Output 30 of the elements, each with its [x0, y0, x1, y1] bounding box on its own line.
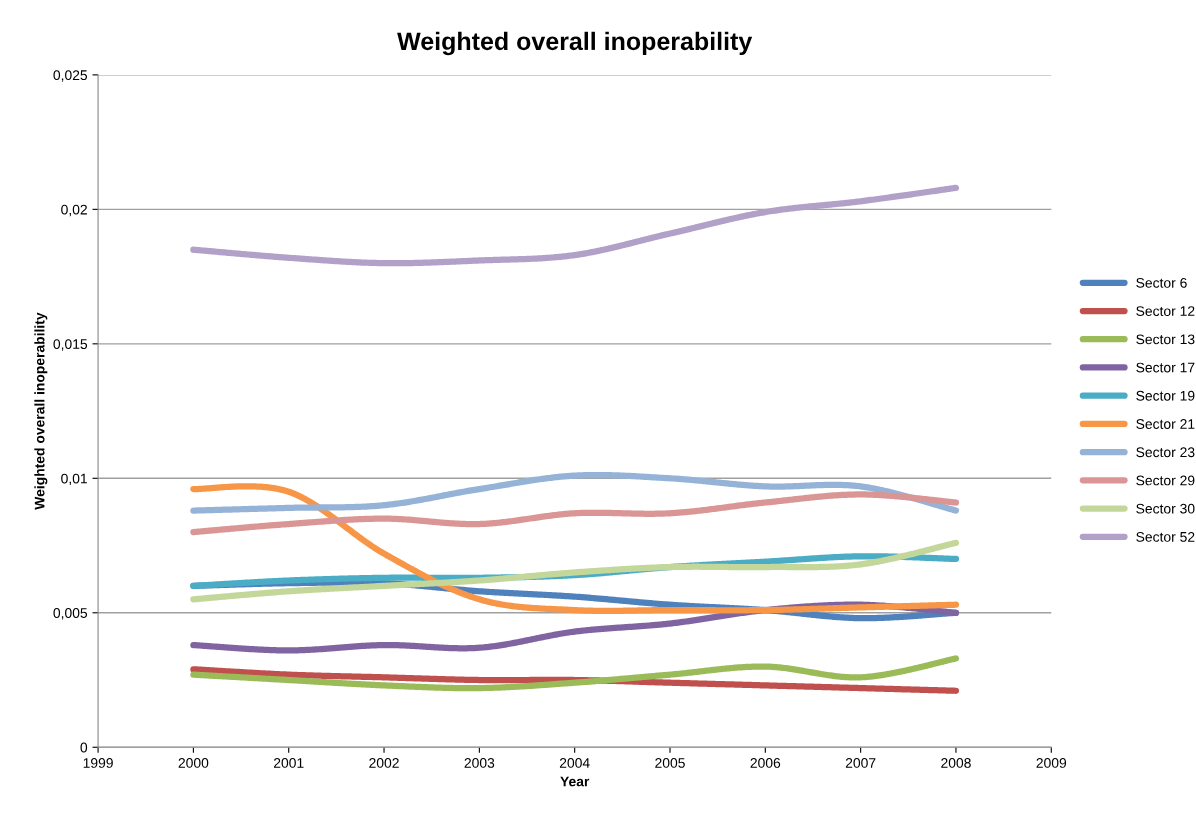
x-tick-label: 2007: [845, 758, 876, 768]
y-tick-label: 0,025: [53, 70, 88, 82]
x-tick-label: 2002: [369, 758, 399, 768]
chart-title: Weighted overall inoperability: [397, 31, 753, 56]
legend-label: Sector 21: [1136, 419, 1195, 429]
x-tick-label: 2006: [750, 758, 781, 768]
x-axis-title: Year: [560, 776, 590, 787]
legend-label: Sector 29: [1136, 475, 1195, 486]
x-tick-label: 1999: [83, 758, 113, 768]
legend-label: Sector 12: [1136, 306, 1195, 317]
x-tick-label: 2009: [1036, 758, 1067, 768]
y-tick-label: 0,01: [61, 473, 87, 486]
y-tick-label: 0,015: [53, 339, 88, 351]
legend-label: Sector 6: [1136, 277, 1187, 288]
legend-label: Sector 13: [1136, 334, 1195, 345]
x-tick-label: 2001: [273, 758, 304, 768]
y-tick-label: 0: [80, 742, 88, 753]
legend-label: Sector 19: [1136, 390, 1195, 401]
legend-label: Sector 17: [1136, 362, 1195, 373]
y-axis-title: Weighted overall inoperability: [34, 312, 48, 510]
x-tick-label: 2003: [464, 758, 495, 768]
legend-label: Sector 23: [1136, 447, 1195, 458]
y-tick-label: 0,005: [53, 608, 88, 620]
legend-label: Sector 52: [1136, 531, 1195, 542]
legend-label: Sector 30: [1136, 503, 1195, 514]
x-tick-label: 2005: [655, 758, 685, 768]
x-tick-label: 2000: [178, 758, 209, 768]
x-tick-label: 2004: [559, 758, 590, 768]
y-tick-label: 0,02: [61, 204, 87, 217]
x-tick-label: 2008: [941, 758, 971, 768]
